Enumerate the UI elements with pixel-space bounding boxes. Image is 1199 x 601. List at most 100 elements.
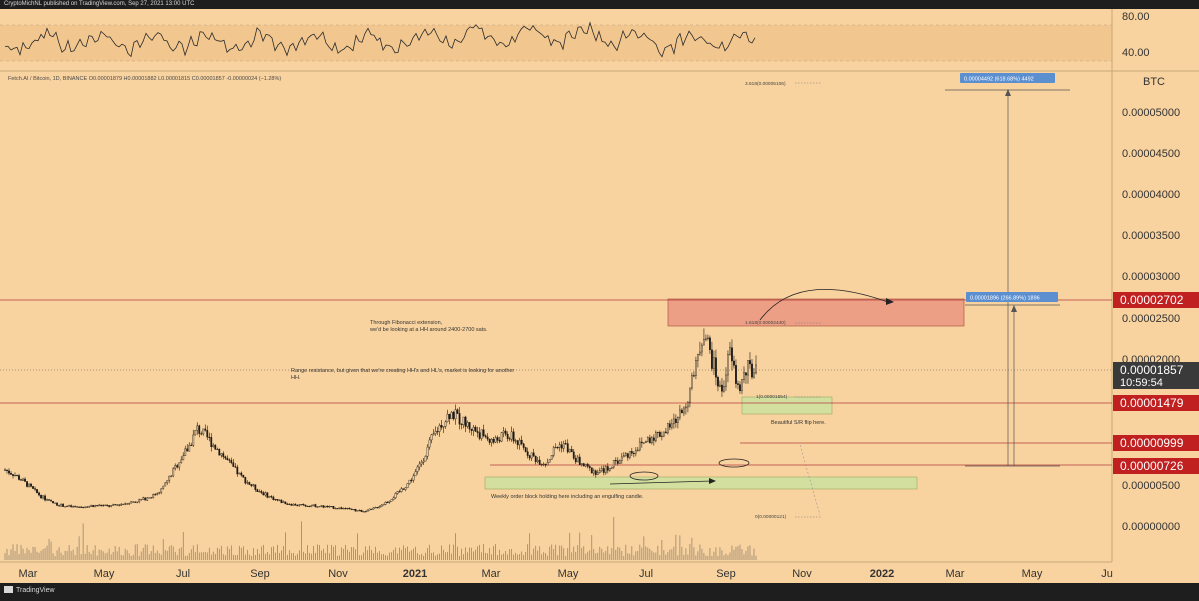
candle-body	[500, 432, 503, 442]
price-level-badge	[1113, 395, 1199, 411]
candle-body	[6, 469, 8, 472]
candle-body	[664, 431, 667, 434]
candle-body	[182, 455, 185, 461]
candle-body	[302, 504, 305, 506]
candle-body	[532, 452, 535, 457]
candle-body	[204, 428, 207, 431]
candle-body	[74, 506, 76, 508]
candle-body	[689, 387, 691, 403]
tradingview-logo[interactable]: TradingView	[4, 586, 55, 594]
weekly-order-block-zone	[484, 476, 918, 490]
candle-body	[628, 451, 631, 458]
candle-body	[262, 492, 265, 496]
candle-body	[94, 505, 97, 507]
candle-body	[30, 483, 32, 487]
candle-body	[382, 504, 385, 506]
candle-body	[102, 505, 105, 507]
time-tick-label: 2021	[403, 568, 427, 580]
candle-body	[202, 428, 205, 435]
candle-body	[252, 484, 255, 486]
candle-body	[484, 435, 487, 438]
price-level-label: 0.00002702	[1120, 293, 1184, 307]
candle-body	[288, 503, 291, 505]
candle-body	[691, 375, 693, 389]
time-axis[interactable]: Mar May Jul Sep Nov 2021 Mar May Jul Sep Nov 2022 Ma…	[19, 568, 1113, 580]
candle-body	[310, 505, 313, 507]
candle-body	[448, 413, 451, 419]
candle-body	[727, 354, 729, 376]
candle-body	[222, 453, 225, 457]
candle-body	[512, 431, 515, 442]
candle-body	[608, 468, 611, 471]
time-tick-label: Sep	[250, 568, 270, 580]
candle-body	[674, 418, 677, 423]
candle-body	[128, 503, 131, 505]
candle-body	[260, 491, 263, 493]
candle-body	[284, 501, 287, 505]
candle-body	[146, 497, 149, 501]
candle-body	[16, 475, 18, 477]
candle-body	[248, 482, 251, 485]
candle-body	[468, 422, 471, 430]
candle-body	[735, 365, 737, 384]
candle-body	[432, 433, 435, 436]
candle-body	[298, 504, 301, 506]
candle-body	[739, 384, 741, 391]
countdown-label: 10:59:54	[1120, 377, 1163, 389]
candle-body	[138, 499, 141, 503]
order-block-arrowhead	[709, 478, 716, 484]
candle-body	[745, 372, 747, 376]
candle-body	[104, 504, 107, 506]
candle-body	[638, 441, 641, 451]
candle-body	[188, 444, 191, 452]
candle-body	[32, 486, 34, 489]
candle-body	[198, 425, 201, 434]
candle-body	[76, 506, 78, 508]
candle-body	[526, 451, 529, 456]
fib-label-1618: 1.618(0.00002440)	[745, 320, 786, 326]
candle-body	[452, 411, 455, 420]
candle-body	[232, 462, 235, 467]
candle-body	[368, 508, 371, 511]
candle-body	[242, 474, 245, 478]
candle-body	[717, 377, 719, 387]
candle-body	[314, 504, 317, 508]
candle-body	[654, 432, 657, 441]
time-axis-background	[0, 562, 1199, 583]
candle-body	[711, 349, 713, 369]
candle-body	[729, 347, 731, 355]
annotation-fibonacci: Through Fibonacci extension, we'd be loo…	[369, 320, 488, 333]
candle-body	[24, 478, 26, 482]
candle-body	[606, 466, 609, 471]
candle-body	[632, 453, 635, 455]
candle-body	[578, 456, 581, 465]
candle-body	[680, 409, 683, 414]
candle-body	[96, 505, 99, 507]
candle-body	[238, 472, 241, 475]
candle-body	[278, 499, 281, 501]
candle-body	[478, 432, 481, 439]
candle-body	[140, 499, 143, 501]
candle-body	[464, 416, 467, 427]
candle-body	[26, 481, 28, 487]
candle-body	[558, 444, 561, 448]
candle-body	[741, 379, 743, 391]
candle-body	[70, 505, 72, 507]
candle-body	[316, 506, 319, 508]
candle-body	[456, 409, 459, 414]
candle-body	[570, 449, 573, 453]
candle-body	[520, 439, 523, 445]
candle-body	[190, 444, 193, 446]
price-tick-label: 0.00003500	[1122, 230, 1180, 242]
candle-body	[572, 451, 575, 459]
candle-body	[354, 509, 357, 512]
candle-body	[120, 503, 123, 506]
candle-body	[20, 479, 22, 481]
price-level-badge	[1113, 292, 1199, 308]
candle-body	[705, 338, 707, 340]
candle-body	[134, 501, 137, 503]
fib-label-3618: 3.618(0.00005106)	[745, 81, 786, 87]
candle-body	[292, 503, 295, 506]
candle-body	[110, 505, 113, 507]
